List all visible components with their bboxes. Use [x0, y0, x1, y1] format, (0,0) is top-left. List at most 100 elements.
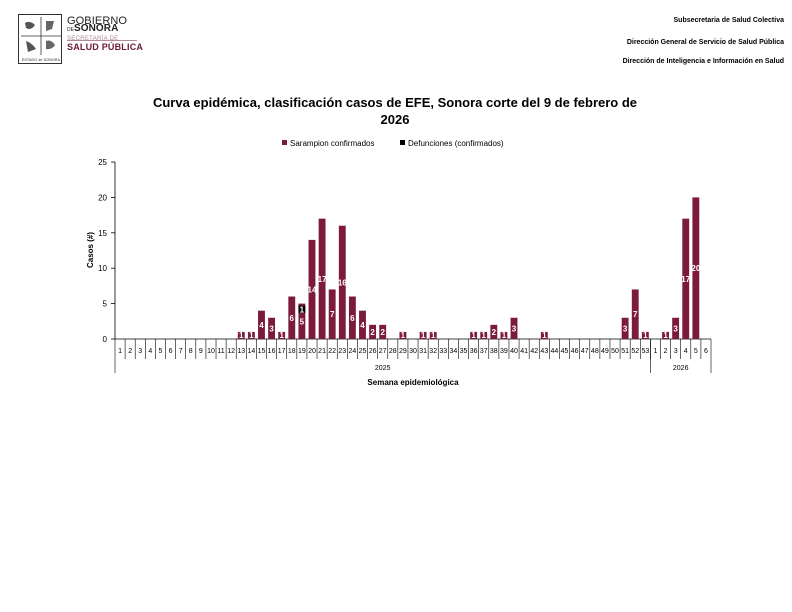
- bar-sarampion: [379, 324, 387, 339]
- logo-sonora: SONORA: [73, 23, 119, 34]
- x-tick-label: 4: [148, 348, 152, 355]
- x-tick-label: 47: [581, 348, 589, 355]
- bar-sarampion: [682, 218, 690, 339]
- x-tick-label: 29: [399, 348, 407, 355]
- bar-label-sarampion: 3: [512, 324, 517, 333]
- x-tick-label: 25: [359, 348, 367, 355]
- bar-label-sarampion: 2: [370, 328, 375, 337]
- x-tick-label: 5: [159, 348, 163, 355]
- x-tick-label: 28: [389, 348, 397, 355]
- secretaria-salud-logo: ESTADO de SONORA GOBIERNO DESONORA SECRE…: [18, 14, 148, 66]
- bar-sarampion: [247, 331, 255, 339]
- bar-sarampion: [672, 317, 680, 339]
- bar-sarampion: [308, 239, 316, 339]
- bar-label-sarampion: 1: [421, 331, 426, 340]
- x-tick-label: 50: [611, 348, 619, 355]
- y-axis-title: Casos (#): [86, 232, 95, 268]
- bar-sarampion: [540, 331, 548, 339]
- bar-label-sarampion: 1: [663, 331, 668, 340]
- legend-swatch-defunciones: [400, 140, 405, 145]
- x-tick-label: 8: [189, 348, 193, 355]
- y-tick-label: 0: [103, 335, 108, 344]
- logo-divider: [67, 40, 137, 41]
- bar-sarampion: [419, 331, 427, 339]
- bar-sarampion: [288, 296, 296, 339]
- x-tick-label: 48: [591, 348, 599, 355]
- x-tick-label: 7: [179, 348, 183, 355]
- x-tick-label: 23: [338, 348, 346, 355]
- x-tick-label: 3: [674, 348, 678, 355]
- bar-label-sarampion: 2: [492, 328, 497, 337]
- y-tick-label: 20: [98, 193, 107, 202]
- x-tick-label: 14: [247, 348, 255, 355]
- x-tick-label: 2: [664, 348, 668, 355]
- bar-sarampion: [348, 296, 356, 339]
- bar-label-sarampion: 1: [401, 331, 406, 340]
- bar-sarampion: [500, 331, 508, 339]
- x-tick-label: 9: [199, 348, 203, 355]
- bar-sarampion: [258, 310, 265, 339]
- bar-sarampion: [399, 331, 407, 339]
- bar-sarampion: [359, 310, 366, 339]
- bar-label-sarampion: 7: [633, 310, 638, 319]
- bar-label-sarampion: 1: [431, 331, 436, 340]
- logo-secretaria: SECRETARÍA DE: [67, 36, 119, 42]
- logo-salud-publica: SALUD PÚBLICA: [67, 42, 144, 52]
- x-tick-label: 53: [641, 348, 649, 355]
- logo-text: GOBIERNO DESONORA SECRETARÍA DE SALUD PÚ…: [67, 16, 143, 52]
- x-tick-label: 10: [207, 348, 215, 355]
- bar-label-sarampion: 4: [360, 321, 365, 330]
- bar-label-sarampion: 4: [259, 321, 264, 330]
- bar-sarampion: [480, 331, 488, 339]
- y-tick-label: 10: [98, 264, 107, 273]
- x-tick-label: 44: [551, 348, 559, 355]
- bar-label-sarampion: 1: [279, 331, 284, 340]
- x-axis-title: Semana epidemiológica: [367, 378, 459, 387]
- header-line-3: Dirección de Inteligencia e Información …: [622, 58, 784, 65]
- bar-label-sarampion: 3: [673, 324, 678, 333]
- year-group-label: 2026: [673, 365, 689, 372]
- logo-gobierno: GOBIERNO: [67, 15, 128, 27]
- bar-sarampion: [278, 331, 286, 339]
- x-tick-label: 4: [684, 348, 688, 355]
- bar-label-sarampion: 5: [300, 317, 305, 326]
- bar-sarampion: [662, 331, 669, 339]
- x-tick-label: 5: [694, 348, 698, 355]
- x-tick-label: 45: [561, 348, 569, 355]
- bar-label-sarampion: 1: [471, 331, 476, 340]
- x-tick-label: 42: [530, 348, 538, 355]
- y-tick-label: 15: [98, 229, 107, 238]
- bar-label-sarampion: 1: [643, 331, 648, 340]
- legend-label-defunciones: Defunciones (confirmados): [408, 139, 504, 148]
- x-tick-label: 1: [653, 348, 657, 355]
- year-group-label: 2025: [375, 365, 391, 372]
- bar-label-sarampion: 1: [542, 331, 547, 340]
- bar-label-sarampion: 6: [290, 314, 295, 323]
- x-tick-label: 24: [348, 348, 356, 355]
- x-tick-label: 20: [308, 348, 316, 355]
- x-tick-label: 35: [460, 348, 468, 355]
- x-tick-label: 19: [298, 348, 306, 355]
- x-tick-label: 38: [490, 348, 498, 355]
- bar-label-sarampion: 1: [249, 331, 254, 340]
- x-tick-label: 3: [138, 348, 142, 355]
- y-tick-label: 25: [98, 158, 107, 167]
- bar-label-sarampion: 1: [239, 331, 244, 340]
- sonora-seal-icon: ESTADO de SONORA: [18, 14, 62, 64]
- bar-sarampion: [631, 289, 639, 339]
- bar-sarampion: [692, 197, 700, 339]
- chart-title: Curva epidémica, clasificación casos de …: [152, 95, 638, 127]
- x-tick-label: 16: [268, 348, 276, 355]
- x-tick-label: 31: [419, 348, 427, 355]
- bar-label-sarampion: 1: [502, 331, 507, 340]
- legend-label-sarampion: Sarampion confirmados: [290, 139, 374, 148]
- bar-label-sarampion: 7: [330, 310, 335, 319]
- bar-sarampion: [490, 324, 498, 339]
- bar-label-sarampion: 1: [481, 331, 486, 340]
- x-tick-label: 12: [227, 348, 235, 355]
- x-tick-label: 17: [278, 348, 286, 355]
- bar-sarampion: [641, 331, 649, 339]
- header-line-1: Subsecretaria de Salud Colectiva: [673, 17, 785, 24]
- bar-sarampion: [237, 331, 245, 339]
